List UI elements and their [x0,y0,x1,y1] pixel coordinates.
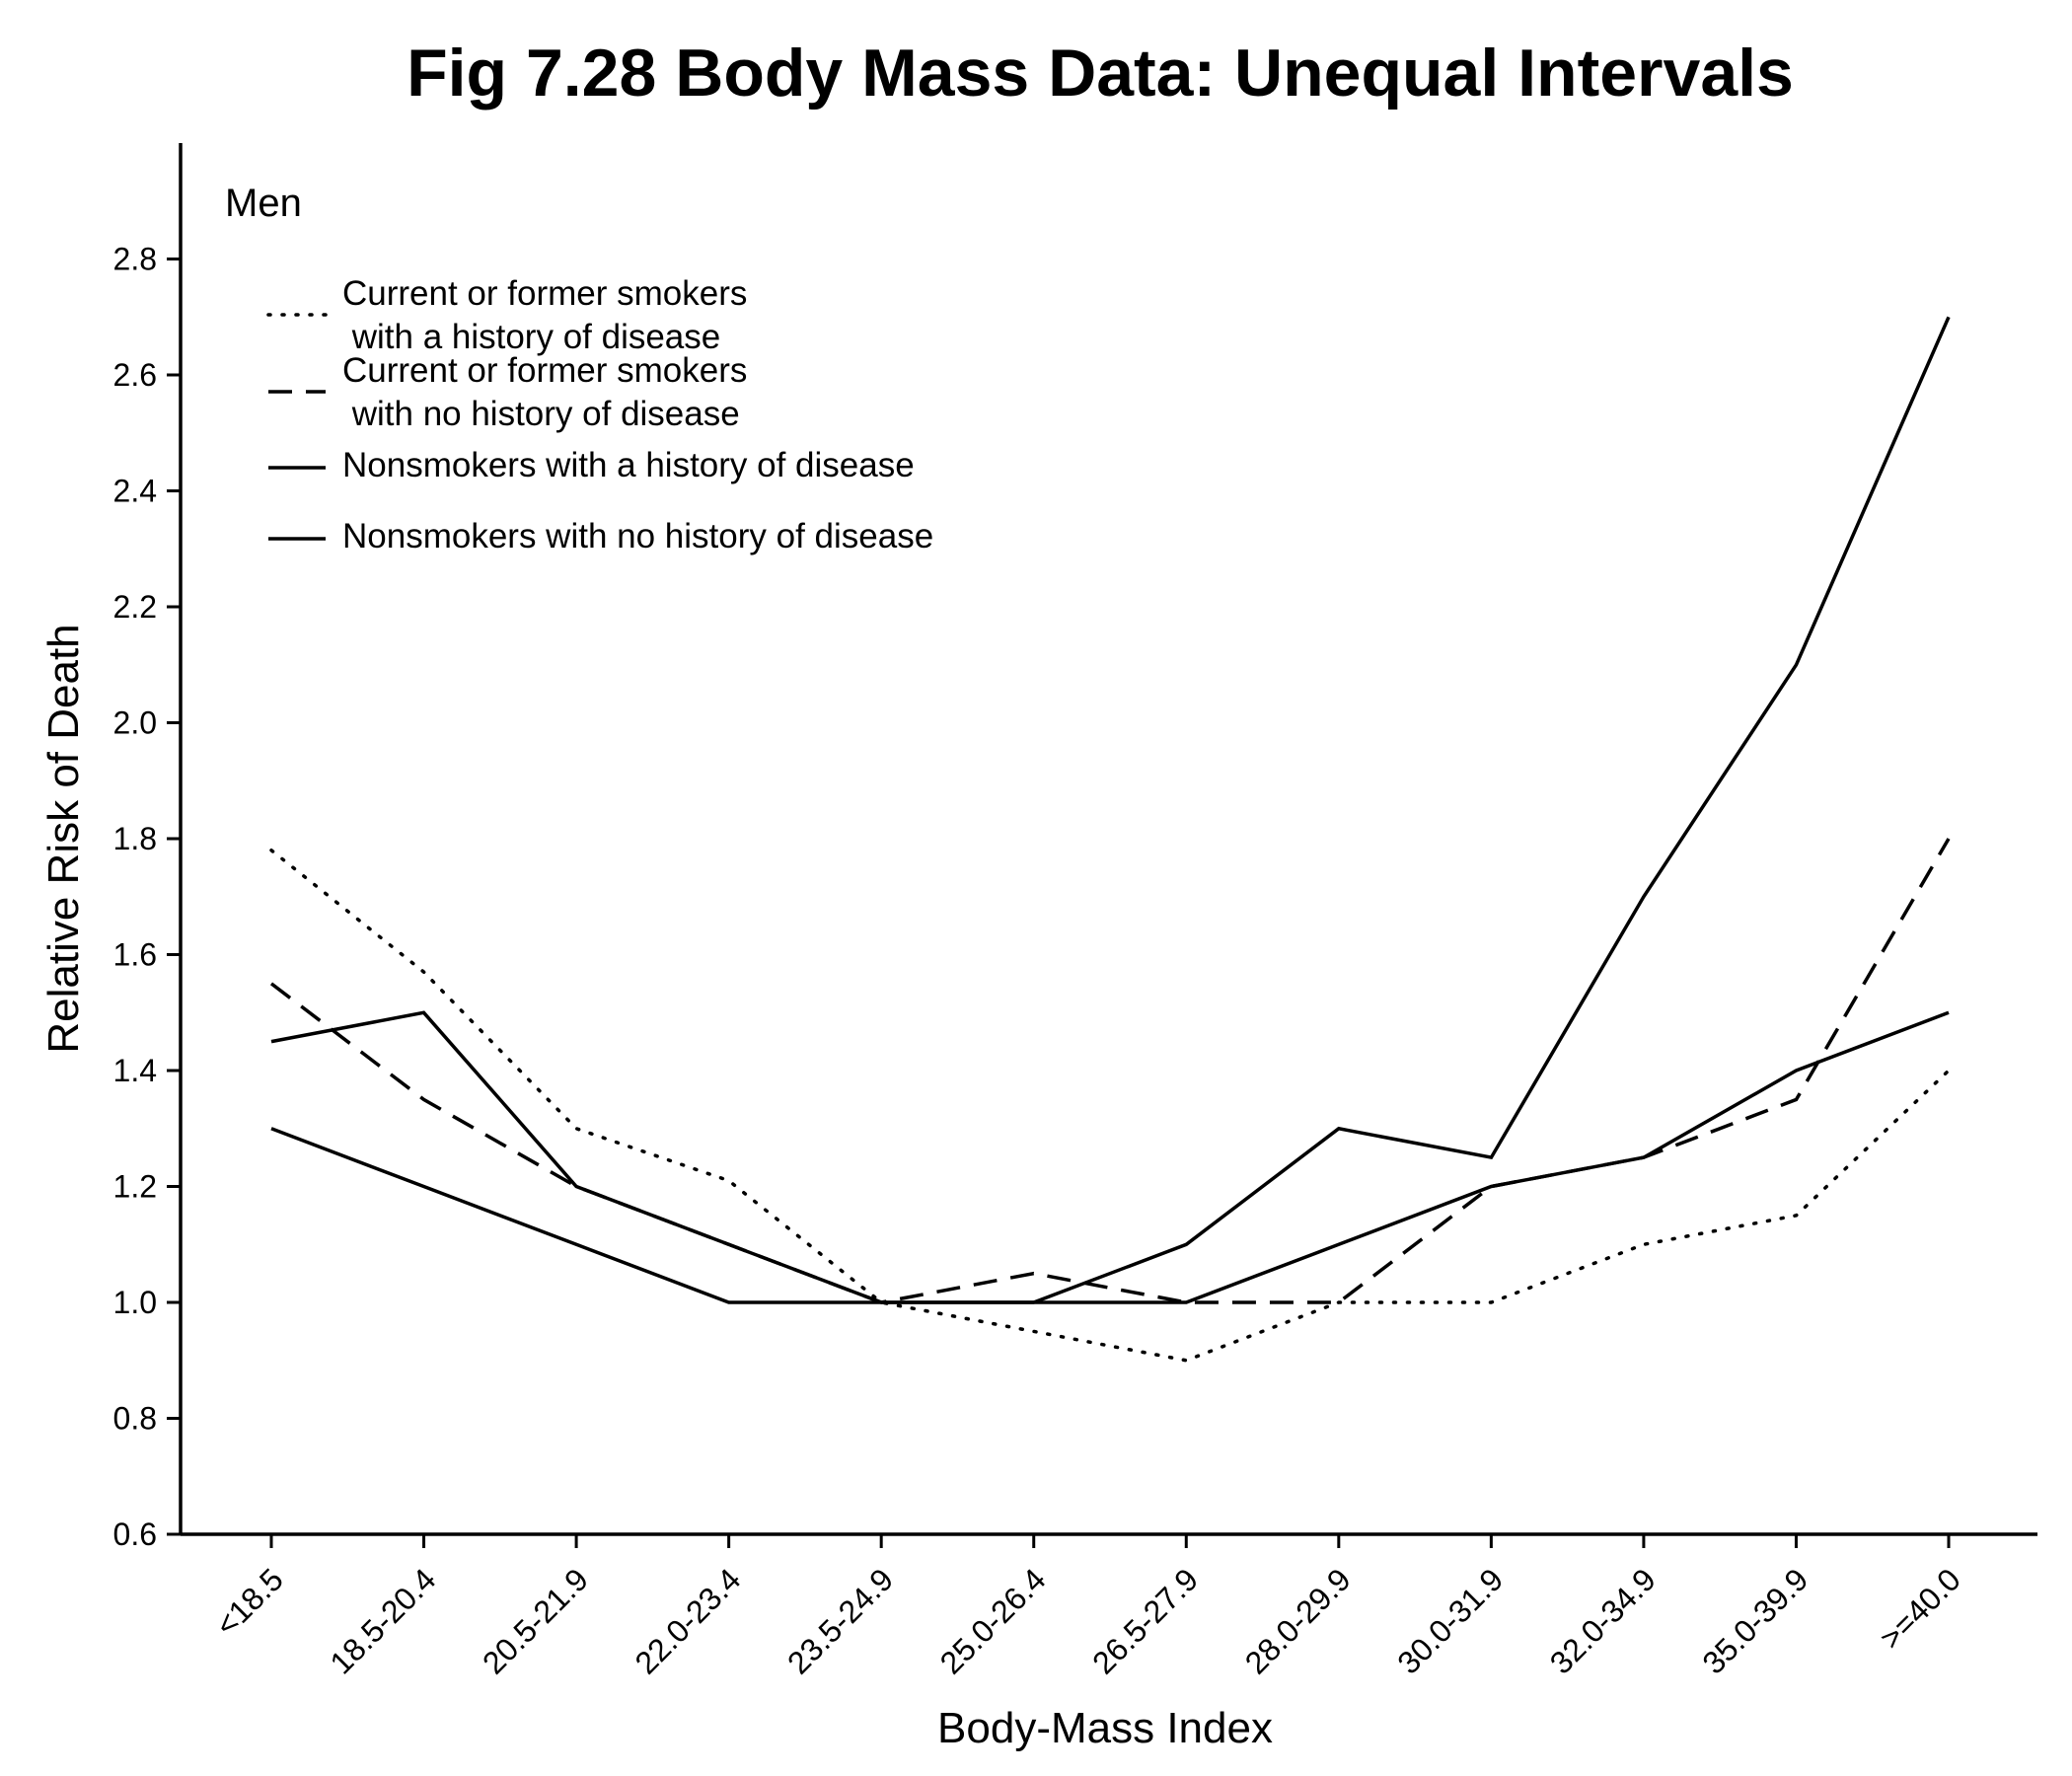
y-tick-label: 2.8 [113,242,157,277]
y-tick-label: 1.8 [113,821,157,856]
x-tick-label: 30.0-31.9 [1390,1561,1510,1680]
x-tick-label: 26.5-27.9 [1085,1561,1205,1680]
y-tick-label: 2.0 [113,705,157,741]
series-line-3 [270,316,1951,1304]
y-tick-label: 2.4 [113,474,157,509]
legend-label-4: Nonsmokers with no history of disease [342,517,933,555]
x-tick-label: 20.5-21.9 [476,1561,595,1680]
x-tick-label: >=40.0 [1873,1561,1967,1656]
chart-title: Fig 7.28 Body Mass Data: Unequal Interva… [407,36,1794,111]
legend-label-2: Current or former smokers with no histor… [342,351,747,433]
legend-label-1: Current or former smokers with a history… [342,274,747,356]
series-line-2 [269,838,1951,1304]
y-tick-label: 0.6 [113,1517,157,1552]
x-tick-label: 25.0-26.4 [933,1561,1053,1680]
series-line-1 [269,848,1951,1363]
x-tick-label: 23.5-24.9 [780,1561,900,1680]
panel-label: Men [225,182,302,225]
series-lines [269,316,1951,1363]
x-tick-label: 18.5-20.4 [323,1561,442,1680]
y-tick-label: 2.6 [113,357,157,393]
y-tick-label: 1.4 [113,1053,157,1088]
x-tick-label: <18.5 [208,1561,290,1643]
x-tick-label: 22.0-23.4 [629,1561,748,1680]
y-tick-label: 1.6 [113,937,157,973]
legend: Current or former smokers with a history… [266,274,933,555]
x-tick-label: 28.0-29.9 [1238,1561,1358,1680]
y-tick-label: 1.2 [113,1169,157,1205]
y-tick-label: 0.8 [113,1401,157,1437]
x-tick-label: 32.0-34.9 [1543,1561,1663,1680]
x-axis-label: Body-Mass Index [937,1704,1273,1752]
y-tick-label: 2.2 [113,589,157,625]
y-tick-label: 1.0 [113,1285,157,1320]
series-line-4 [270,1010,1950,1304]
legend-label-3: Nonsmokers with a history of disease [342,446,915,484]
x-tick-label: 35.0-39.9 [1695,1561,1814,1680]
y-axis-label: Relative Risk of Death [39,624,88,1053]
